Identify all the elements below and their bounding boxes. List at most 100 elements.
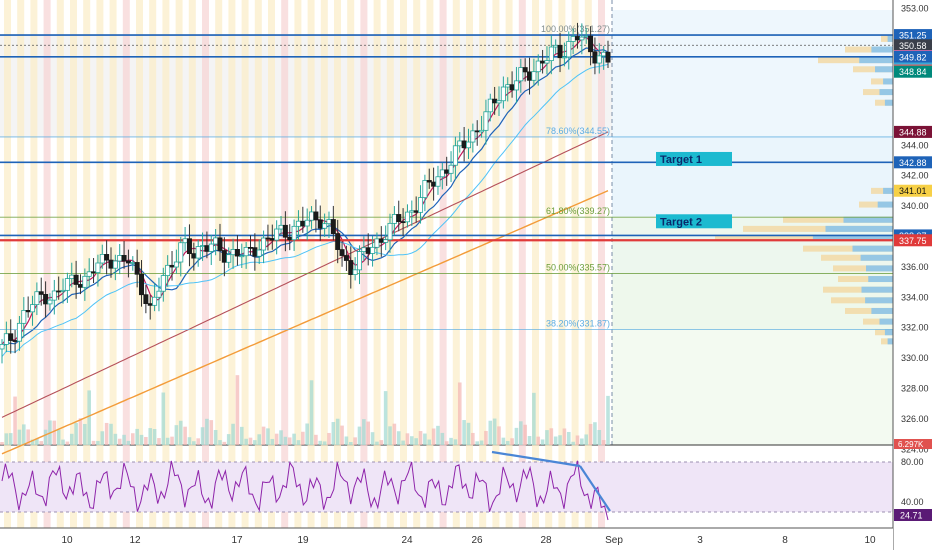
candle-body (479, 129, 485, 133)
price-badge-label: 351.25 (899, 31, 927, 41)
fib-label: 38.20%(331.87) (546, 319, 610, 329)
future-zone-mid (612, 136, 893, 218)
volume-bar (213, 430, 218, 445)
volume-bar (553, 436, 558, 445)
volume-bar (353, 437, 357, 445)
volume-bar (4, 433, 9, 445)
volume-bar (0, 442, 4, 445)
price-axis[interactable]: 353.00 344.00 342.00 340.00 336.00 334.00 332.… (892, 0, 932, 550)
candle-body (317, 219, 323, 229)
candle-body (56, 290, 62, 293)
candle-body (426, 180, 432, 183)
volume-profile-bar (863, 89, 893, 96)
volume-bar (187, 437, 192, 445)
volume-bar (104, 422, 109, 445)
volume-bar (488, 420, 493, 445)
volume-bar (558, 435, 562, 445)
candle-body (588, 35, 594, 53)
volume-bar (484, 430, 488, 445)
volume-bar (61, 439, 65, 445)
volume-profile-bar-up (883, 78, 893, 85)
candle-body (274, 228, 280, 241)
candle-body (12, 340, 18, 342)
candle-body (186, 238, 192, 255)
candle-body (178, 242, 184, 263)
volume-profile-bar-up (859, 57, 893, 64)
price-badge (894, 234, 932, 247)
time-tick: 10 (61, 535, 73, 546)
volume-bar (239, 426, 244, 445)
time-axis-background (0, 528, 893, 550)
volume-bar (39, 441, 44, 445)
candle-body (330, 219, 336, 235)
candle-body (234, 249, 240, 257)
candle-body (169, 264, 175, 268)
future-zone-bottom (612, 329, 893, 445)
volume-profile-bar-up (871, 46, 893, 53)
divergence-line (579, 465, 611, 512)
session-stripe (268, 0, 275, 548)
candle-body (108, 259, 114, 269)
volume-bar (296, 440, 301, 445)
volume-bar (113, 433, 118, 445)
candle-body (513, 80, 519, 91)
volume-profile-bar (838, 276, 893, 283)
candle-body (77, 284, 83, 288)
volume-profile-bar (859, 201, 893, 208)
volume-bar (523, 424, 527, 445)
volume-bar (514, 427, 519, 445)
target-label: Target 2 (660, 216, 702, 228)
candle-body (487, 98, 493, 113)
fib-label: 100.00%(351.27) (541, 24, 610, 34)
session-stripe (30, 0, 38, 548)
time-tick: 12 (129, 535, 141, 546)
volume-bar (283, 436, 288, 445)
session-stripe (452, 0, 460, 548)
volume-profile-bar-up (825, 225, 893, 232)
volume-bar (65, 441, 70, 445)
ma-slow-line (1, 63, 609, 357)
candle-body (396, 214, 402, 223)
session-stripe (4, 0, 11, 548)
volume-bar (8, 433, 13, 445)
candle-body (217, 237, 223, 251)
session-stripe (492, 0, 500, 548)
volume-bar (479, 440, 484, 445)
time-axis[interactable]: 10 12 17 19 24 26 28 Sep 3 8 10 (0, 527, 893, 550)
candle-body (352, 269, 358, 275)
volume-profile-bar (875, 329, 893, 336)
volume-profile-bar (821, 254, 893, 261)
price-badge-label: 342.88 (899, 158, 927, 168)
candle-body (152, 296, 158, 306)
candle-body (191, 253, 197, 259)
volume-bar (431, 428, 436, 445)
session-stripe (254, 0, 262, 548)
session-stripe (532, 0, 539, 548)
volume-profile-bar-up (861, 286, 893, 293)
target-boxes[interactable]: Target 1 Target 2 (656, 151, 732, 229)
price-badge-label: 349.82 (899, 52, 927, 62)
candle-body (43, 294, 49, 305)
price-tick: 340.00 (901, 201, 929, 211)
candle-body (8, 333, 14, 341)
candle-body (365, 247, 371, 254)
time-tick: 28 (540, 535, 552, 546)
price-badge (894, 50, 932, 63)
session-stripe (598, 0, 605, 548)
volume-profile-bar-up (877, 201, 893, 208)
volume-profile-bar-up (865, 297, 893, 304)
candle-body (579, 36, 585, 41)
volume-bar (510, 438, 514, 445)
volume-bar (492, 418, 497, 445)
time-tick: 3 (697, 535, 703, 546)
volume-bar (597, 429, 602, 445)
session-stripe (307, 0, 315, 548)
volume-bar (344, 436, 349, 445)
volume-bar (109, 423, 113, 445)
candlesticks[interactable] (0, 22, 611, 364)
volume-bar (536, 436, 541, 445)
candle-body (147, 303, 153, 306)
volume-bar (449, 437, 453, 445)
candle-body (278, 224, 284, 230)
